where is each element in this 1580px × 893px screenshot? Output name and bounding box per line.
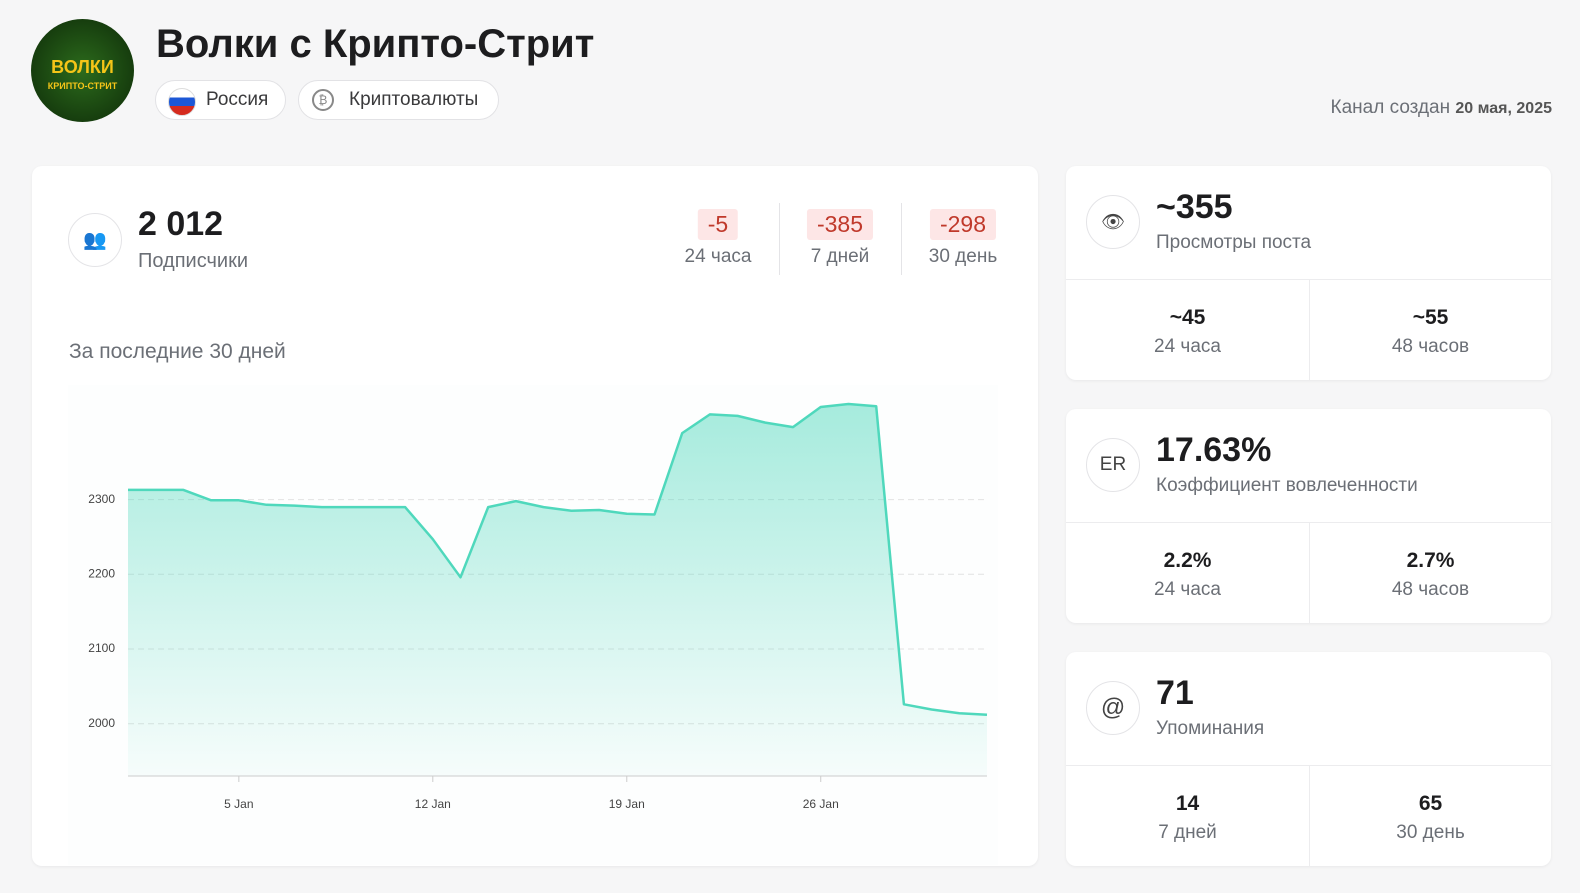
sub-period: 24 часа [1154,579,1221,600]
sub-period: 48 часов [1391,336,1470,357]
tag-label: Криптовалюты [349,89,479,110]
avatar-text: ВОЛКИ [51,57,114,77]
sub-period: 48 часов [1391,579,1470,600]
created-date: 20 мая, 2025 [1455,100,1552,117]
crypto-icon: ₿ [312,89,334,111]
eye-icon: 👁 [1086,195,1140,249]
sub-period: 30 день [1396,822,1465,843]
divider [1066,279,1551,280]
divider [1309,522,1310,623]
y-tick-label: 2300 [88,492,115,506]
stat-card: @ 71 Упоминания 14 7 дней 65 30 день [1066,652,1551,866]
sub-value: ~45 [1169,306,1206,329]
x-tick-label: 12 Jan [415,797,451,811]
channel-title: Волки с Крипто-Стрит [156,22,595,66]
stat-label: Просмотры поста [1156,232,1312,253]
x-tick-label: 5 Jan [224,797,253,811]
users-icon: 👥 [68,213,122,267]
area [128,404,987,776]
divider [1066,522,1551,523]
line [128,402,988,716]
avatar: ВОЛКИ КРИПТО-СТРИТ [31,19,134,122]
subscribers-value: 2 012 [138,205,224,243]
chart-title: За последние 30 дней [69,340,286,363]
y-tick-label: 2200 [88,566,115,580]
subscribers-label: Подписчики [138,250,249,272]
flag-icon [168,88,196,116]
er-icon: ER [1086,438,1140,492]
x-tick-label: 26 Jan [803,797,839,811]
stat-label: Коэффициент вовлеченности [1156,475,1418,496]
change-value: -5 [697,209,739,240]
change-value: -385 [806,209,874,240]
sub-value: 2.7% [1406,549,1455,572]
stat-value: 71 [1156,674,1194,712]
stat-value: 17.63% [1156,431,1272,469]
tag[interactable]: Россия [155,80,286,120]
change-value: -298 [929,209,997,240]
y-tick-label: 2000 [88,716,115,730]
tag-label: Россия [206,89,269,110]
stat-card: 👁 ~355 Просмотры поста ~45 24 часа ~55 4… [1066,166,1551,380]
divider [901,203,902,275]
divider [779,203,780,275]
created-label: Канал создан [1330,97,1451,118]
divider [1309,765,1310,866]
sub-period: 24 часа [1154,336,1221,357]
stat-label: Упоминания [1156,718,1265,739]
sub-value: ~55 [1412,306,1449,329]
sub-period: 7 дней [1158,822,1217,843]
tag[interactable]: ₿ Криптовалюты [298,80,499,120]
change-period: 7 дней [810,246,870,267]
sub-value: 65 [1418,792,1443,815]
created: Канал создан 20 мая, 2025 [1331,97,1552,119]
y-tick-label: 2100 [88,641,115,655]
stat-value: ~355 [1156,188,1233,226]
divider [1309,279,1310,380]
avatar-subtext: КРИПТО-СТРИТ [47,81,118,91]
change-period: 30 день [928,246,998,267]
sub-value: 14 [1175,792,1200,815]
sub-value: 2.2% [1163,549,1212,572]
at-icon: @ [1086,681,1140,735]
x-tick-label: 19 Jan [609,797,645,811]
change-period: 24 часа [684,246,752,267]
stat-card: ER 17.63% Коэффициент вовлеченности 2.2%… [1066,409,1551,623]
divider [1066,765,1551,766]
